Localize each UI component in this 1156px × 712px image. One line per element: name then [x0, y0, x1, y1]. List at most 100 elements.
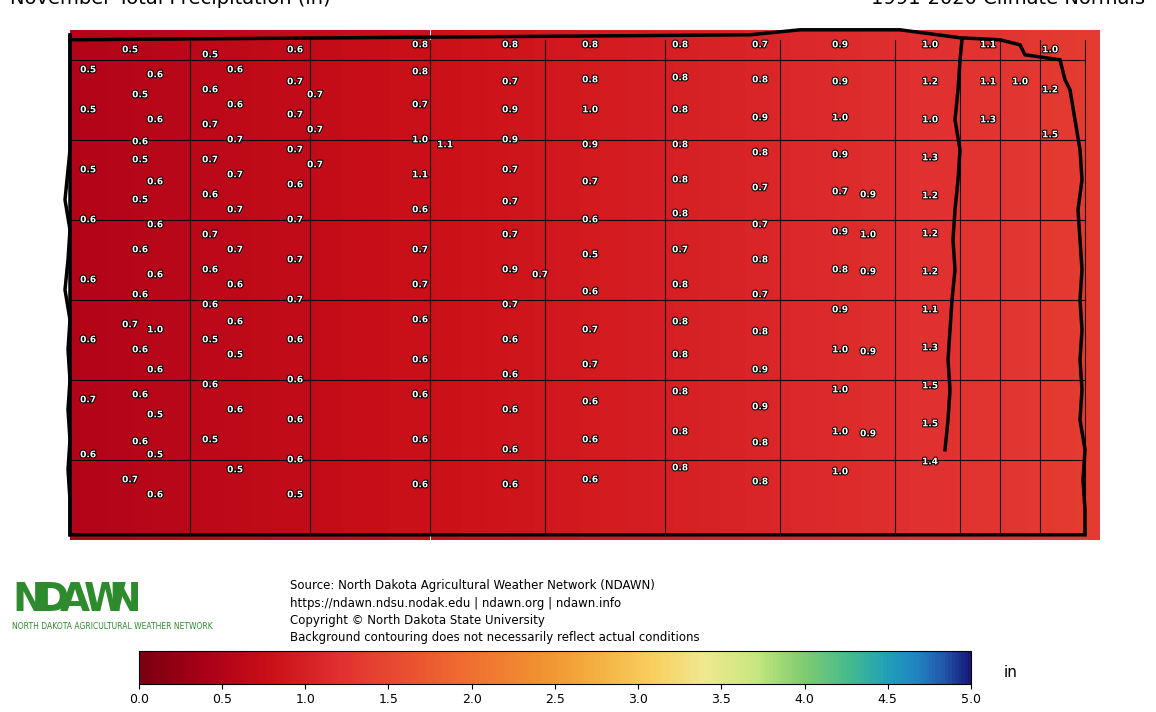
Bar: [704, 30, 709, 540]
Bar: [369, 30, 373, 540]
Text: 1.0: 1.0: [922, 41, 938, 49]
Text: 0.8: 0.8: [753, 477, 768, 486]
Text: 0.6: 0.6: [287, 46, 303, 54]
Bar: [879, 30, 883, 540]
Bar: [327, 30, 333, 540]
Bar: [765, 30, 770, 540]
Bar: [524, 30, 528, 540]
Bar: [543, 30, 549, 540]
Bar: [276, 30, 281, 540]
Text: Copyright © North Dakota State University: Copyright © North Dakota State Universit…: [290, 614, 544, 627]
Text: 0.6: 0.6: [227, 66, 243, 74]
Bar: [271, 30, 276, 540]
Text: 0.8: 0.8: [753, 328, 768, 336]
Text: 0.6: 0.6: [202, 380, 217, 389]
Text: D: D: [36, 582, 68, 619]
Bar: [709, 30, 713, 540]
Bar: [837, 30, 843, 540]
Text: 0.5: 0.5: [147, 450, 163, 459]
Bar: [570, 30, 575, 540]
Text: 0.6: 0.6: [202, 266, 217, 274]
Text: 0.5: 0.5: [80, 105, 96, 115]
Text: 0.7: 0.7: [287, 145, 303, 155]
Bar: [1044, 30, 1048, 540]
Text: 0.7: 0.7: [287, 295, 303, 304]
Bar: [1002, 30, 1007, 540]
Bar: [606, 30, 610, 540]
Text: 0.6: 0.6: [502, 370, 518, 379]
Bar: [977, 30, 981, 540]
Text: 0.8: 0.8: [413, 41, 428, 49]
Bar: [425, 30, 430, 540]
Text: 1.1: 1.1: [412, 170, 428, 179]
Bar: [142, 30, 147, 540]
Bar: [297, 30, 302, 540]
Bar: [390, 30, 394, 540]
Bar: [1048, 30, 1053, 540]
Bar: [914, 30, 920, 540]
Bar: [971, 30, 977, 540]
Text: 0.9: 0.9: [860, 429, 876, 439]
Bar: [874, 30, 879, 540]
Text: 0.6: 0.6: [502, 405, 518, 414]
Text: 0.5: 0.5: [287, 491, 303, 499]
Text: 0.7: 0.7: [753, 41, 768, 49]
Text: 0.6: 0.6: [287, 375, 303, 384]
Text: 1.2: 1.2: [922, 192, 938, 200]
Bar: [1090, 30, 1095, 540]
Bar: [163, 30, 168, 540]
Text: 0.8: 0.8: [753, 75, 768, 84]
Bar: [791, 30, 796, 540]
Text: 0.8: 0.8: [413, 68, 428, 76]
Bar: [410, 30, 415, 540]
Bar: [935, 30, 940, 540]
Bar: [694, 30, 698, 540]
Bar: [461, 30, 467, 540]
Text: 0.6: 0.6: [413, 390, 428, 399]
Bar: [1023, 30, 1028, 540]
Bar: [117, 30, 121, 540]
Text: 0.7: 0.7: [307, 125, 323, 135]
Bar: [724, 30, 729, 540]
Text: 0.6: 0.6: [202, 85, 217, 94]
Bar: [312, 30, 317, 540]
Bar: [168, 30, 173, 540]
Text: 0.5: 0.5: [132, 195, 148, 204]
Bar: [446, 30, 451, 540]
Text: 0.9: 0.9: [860, 347, 876, 356]
Bar: [858, 30, 864, 540]
Bar: [1053, 30, 1059, 540]
Bar: [631, 30, 637, 540]
Bar: [549, 30, 554, 540]
Text: 0.7: 0.7: [307, 160, 323, 169]
Bar: [178, 30, 184, 540]
Text: 0.7: 0.7: [123, 320, 138, 329]
Bar: [920, 30, 925, 540]
Text: 0.6: 0.6: [147, 115, 163, 125]
Bar: [827, 30, 832, 540]
Text: 0.7: 0.7: [502, 230, 518, 239]
Text: 0.7: 0.7: [412, 246, 428, 254]
Bar: [910, 30, 914, 540]
Bar: [507, 30, 513, 540]
Text: 0.6: 0.6: [147, 365, 163, 375]
Text: 1.3: 1.3: [922, 343, 938, 352]
Text: 0.6: 0.6: [583, 397, 598, 407]
Bar: [457, 30, 461, 540]
Bar: [497, 30, 503, 540]
Text: 1.2: 1.2: [922, 78, 938, 86]
Text: 1.0: 1.0: [832, 113, 847, 122]
Text: 1.0: 1.0: [413, 135, 428, 145]
Text: 1.0: 1.0: [832, 345, 847, 355]
Bar: [173, 30, 178, 540]
Bar: [868, 30, 874, 540]
Text: 1.1: 1.1: [437, 140, 453, 150]
Bar: [291, 30, 297, 540]
Bar: [539, 30, 543, 540]
Text: 0.7: 0.7: [227, 170, 243, 179]
Bar: [889, 30, 894, 540]
Text: 0.7: 0.7: [287, 256, 303, 264]
Text: 0.5: 0.5: [123, 46, 138, 54]
Text: 0.6: 0.6: [147, 491, 163, 499]
Bar: [379, 30, 384, 540]
